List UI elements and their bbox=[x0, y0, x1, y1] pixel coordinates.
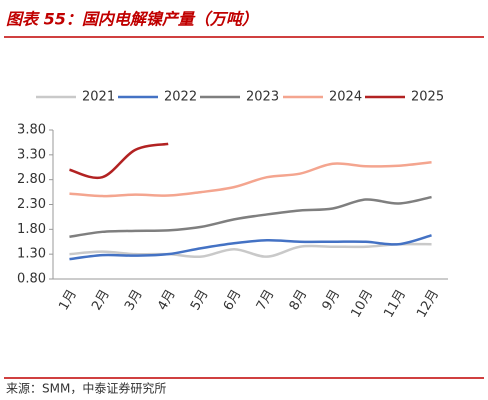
legend-label: 2025 bbox=[411, 90, 444, 105]
y-tick-label: 3.80 bbox=[17, 123, 46, 138]
y-tick-label: 2.80 bbox=[17, 172, 46, 187]
x-tick-label: 3月 bbox=[122, 287, 146, 313]
legend-label: 2024 bbox=[329, 90, 362, 105]
x-tick-label: 8月 bbox=[287, 287, 311, 313]
y-tick-label: 0.80 bbox=[17, 272, 46, 287]
chart-title: 图表 55：国内电解镍产量（万吨） bbox=[6, 10, 258, 29]
y-tick-label: 1.80 bbox=[17, 222, 46, 237]
legend-label: 2023 bbox=[246, 90, 279, 105]
x-tick-label: 1月 bbox=[56, 287, 80, 313]
x-tick-label: 5月 bbox=[188, 287, 212, 313]
x-tick-label: 7月 bbox=[254, 287, 278, 313]
x-tick-label: 12月 bbox=[414, 287, 442, 320]
x-tick-label: 4月 bbox=[155, 287, 179, 313]
source: 来源：SMM，中泰证券研究所 bbox=[6, 381, 166, 396]
series-line bbox=[69, 242, 432, 259]
x-tick-label: 11月 bbox=[381, 287, 409, 320]
series-line bbox=[69, 161, 432, 198]
x-tick-label: 10月 bbox=[348, 287, 376, 320]
x-tick-label: 2月 bbox=[89, 287, 113, 313]
series-line bbox=[69, 234, 432, 261]
y-tick-label: 1.30 bbox=[17, 247, 46, 262]
y-tick-label: 3.30 bbox=[17, 147, 46, 162]
y-tick-label: 2.30 bbox=[17, 197, 46, 212]
x-tick-label: 9月 bbox=[320, 287, 344, 313]
x-tick-label: 6月 bbox=[221, 287, 245, 313]
series-line bbox=[69, 195, 432, 239]
series-line bbox=[69, 142, 169, 180]
legend-label: 2021 bbox=[82, 90, 115, 105]
legend-label: 2022 bbox=[164, 90, 197, 105]
